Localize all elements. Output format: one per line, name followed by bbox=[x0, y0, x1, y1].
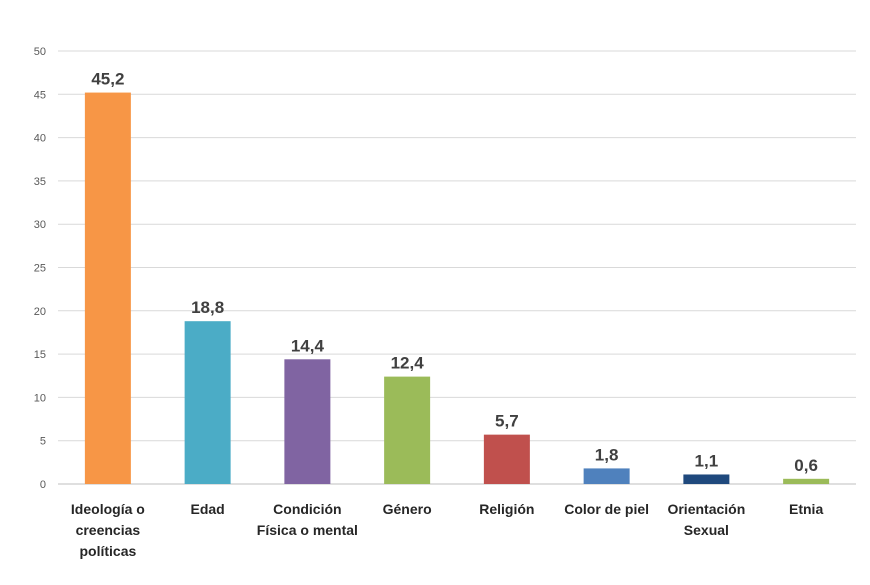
bar bbox=[84, 92, 131, 485]
y-tick-label: 45 bbox=[34, 89, 46, 101]
y-tick-label: 0 bbox=[40, 479, 46, 491]
data-label: 0,6 bbox=[794, 456, 818, 475]
x-tick-label: creencias bbox=[76, 522, 141, 538]
data-label: 12,4 bbox=[391, 354, 425, 373]
x-tick-label: políticas bbox=[79, 543, 136, 559]
x-tick-label: Física o mental bbox=[257, 522, 358, 538]
x-tick-label: Color de piel bbox=[564, 501, 649, 517]
bar bbox=[583, 468, 630, 484]
data-label: 14,4 bbox=[291, 336, 325, 355]
x-tick-label: Orientación bbox=[667, 501, 745, 517]
x-tick-label: Sexual bbox=[684, 522, 729, 538]
x-tick-label: Condición bbox=[273, 501, 341, 517]
y-tick-label: 50 bbox=[34, 46, 46, 58]
y-tick-label: 15 bbox=[34, 349, 46, 361]
x-tick-label: Edad bbox=[191, 501, 225, 517]
bar bbox=[184, 321, 231, 484]
data-label: 1,8 bbox=[595, 445, 619, 464]
bar bbox=[284, 359, 331, 484]
y-tick-label: 10 bbox=[34, 392, 46, 404]
x-tick-label: Etnia bbox=[789, 501, 823, 517]
y-tick-label: 40 bbox=[34, 133, 46, 145]
bar bbox=[783, 478, 830, 484]
x-tick-label: Género bbox=[383, 501, 432, 517]
bar bbox=[683, 474, 730, 484]
y-tick-label: 30 bbox=[34, 219, 46, 231]
x-tick-label: Ideología o bbox=[71, 501, 145, 517]
data-label: 45,2 bbox=[91, 70, 124, 89]
x-tick-label: Religión bbox=[479, 501, 534, 517]
y-tick-label: 20 bbox=[34, 306, 46, 318]
y-tick-label: 35 bbox=[34, 176, 46, 188]
bar bbox=[384, 376, 431, 484]
bar bbox=[483, 434, 530, 484]
y-tick-label: 25 bbox=[34, 263, 46, 275]
data-label: 5,7 bbox=[495, 412, 519, 431]
data-label: 18,8 bbox=[191, 298, 224, 317]
y-tick-label: 5 bbox=[40, 436, 46, 448]
data-label: 1,1 bbox=[695, 451, 719, 470]
